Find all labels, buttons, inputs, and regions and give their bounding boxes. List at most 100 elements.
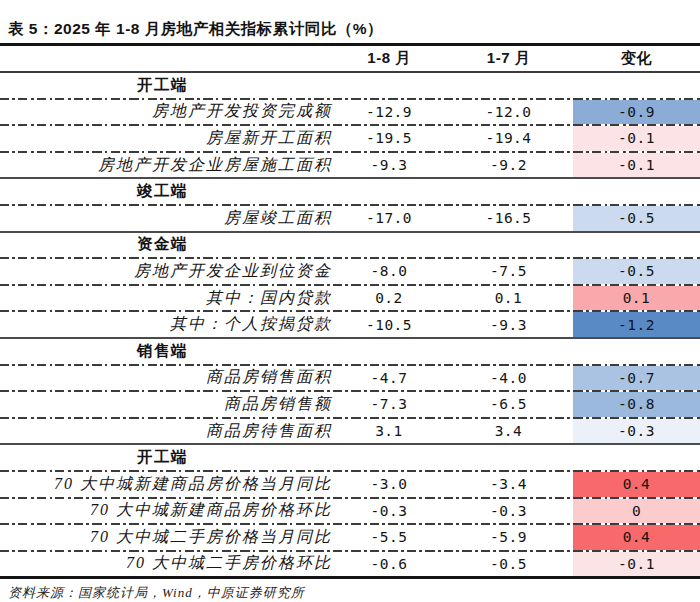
row-label: 商品房销售额 [0, 394, 334, 415]
table-row: 商品房销售额-7.3-6.5 -0.8 [0, 392, 700, 417]
table-row: 商品房待售面积3.13.4 -0.3 [0, 419, 700, 444]
section-label: 资金端 [0, 234, 188, 255]
value-jul: -6.5 [444, 396, 573, 412]
value-jul: -7.5 [444, 263, 573, 279]
row-label: 70 大中城新建商品房价格当月同比 [0, 474, 334, 495]
table-row: 其中：个人按揭贷款-10.5-9.3 -1.2 [0, 312, 700, 337]
table-header-row: 1-8 月 1-7 月 变化 [0, 46, 700, 72]
header-col-change: 变化 [573, 49, 700, 68]
table-body: 开工端房地产开发投资完成额-12.9-12.0-0.9房屋新开工面积-19.5-… [0, 73, 700, 579]
table-row: 70 大中城新建商品房价格环比-0.3-0.30 [0, 499, 700, 524]
value-jul: -0.3 [444, 503, 573, 519]
row-label: 房屋竣工面积 [0, 208, 334, 229]
change-cell: 0.4 [573, 472, 700, 497]
change-value: 0.1 [623, 290, 651, 306]
section-header-row: 竣工端 [0, 179, 700, 204]
section-label: 开工端 [0, 75, 188, 96]
change-cell: 0.1 [573, 286, 700, 311]
change-cell: -0.7 [573, 366, 700, 391]
change-cell: -0.9 [573, 100, 700, 125]
table-row: 房屋新开工面积-19.5-19.4 -0.1 [0, 126, 700, 151]
value-jul: 3.4 [444, 423, 573, 439]
table-row: 70 大中城二手房价格环比-0.6-0.5 -0.1 [0, 552, 700, 577]
row-label: 房屋新开工面积 [0, 128, 334, 149]
section-label: 销售端 [0, 341, 188, 362]
value-aug: -0.3 [334, 503, 444, 519]
value-jul: -19.4 [444, 130, 573, 146]
value-jul: -9.3 [444, 317, 573, 333]
change-cell: -1.2 [573, 312, 700, 337]
change-value: -0.1 [618, 130, 655, 146]
row-label: 商品房待售面积 [0, 421, 334, 442]
row-label: 商品房销售面积 [0, 367, 334, 388]
change-value: 0 [632, 503, 641, 519]
value-jul: -16.5 [444, 210, 573, 226]
value-aug: -4.7 [334, 370, 444, 386]
change-value: -0.1 [618, 556, 655, 572]
value-aug: -8.0 [334, 263, 444, 279]
table-title: 表 5：2025 年 1-8 月房地产相关指标累计同比（%） [0, 0, 700, 39]
row-label: 70 大中城二手房价格当月同比 [0, 527, 334, 548]
value-aug: -9.3 [334, 157, 444, 173]
change-value: -0.9 [618, 104, 655, 120]
value-aug: 0.2 [334, 290, 444, 306]
row-label: 其中：国内贷款 [0, 288, 334, 309]
row-label: 70 大中城新建商品房价格环比 [0, 500, 334, 521]
change-value: 0.4 [623, 529, 651, 545]
table-row: 房地产开发投资完成额-12.9-12.0 -0.9 [0, 100, 700, 125]
section-label: 开工端 [0, 447, 188, 468]
section-header-row: 开工端 [0, 73, 700, 98]
value-jul: -5.9 [444, 529, 573, 545]
change-value: -0.1 [618, 157, 655, 173]
row-label: 其中：个人按揭贷款 [0, 314, 334, 335]
change-cell: -0.1 [573, 126, 700, 151]
change-cell: -0.1 [573, 552, 700, 577]
value-jul: -0.5 [444, 556, 573, 572]
report-table-page: 表 5：2025 年 1-8 月房地产相关指标累计同比（%） 1-8 月 1-7… [0, 0, 700, 602]
change-cell: -0.5 [573, 206, 700, 231]
section-header-row: 资金端 [0, 233, 700, 258]
value-jul: -4.0 [444, 370, 573, 386]
change-value: -0.8 [618, 396, 655, 412]
source-note: 资料来源：国家统计局，Wind，中原证券研究所 [8, 584, 700, 602]
table-row: 房地产开发企业到位资金-8.0-7.5 -0.5 [0, 259, 700, 284]
change-cell: 0.4 [573, 525, 700, 550]
value-jul: -12.0 [444, 104, 573, 120]
table-row: 房屋竣工面积-17.0-16.5 -0.5 [0, 206, 700, 231]
bottom-rule [0, 576, 700, 579]
change-cell: -0.3 [573, 419, 700, 444]
change-value: -0.5 [618, 263, 655, 279]
value-aug: -10.5 [334, 317, 444, 333]
change-value: -0.3 [618, 423, 655, 439]
row-label: 房地产开发投资完成额 [0, 101, 334, 122]
change-cell: -0.5 [573, 259, 700, 284]
change-value: -1.2 [618, 317, 655, 333]
change-cell: 0 [573, 499, 700, 524]
header-col-aug: 1-8 月 [334, 49, 444, 68]
section-header-row: 开工端 [0, 445, 700, 470]
value-aug: -3.0 [334, 476, 444, 492]
table-row: 70 大中城二手房价格当月同比-5.5-5.9 0.4 [0, 525, 700, 550]
table-row: 商品房销售面积-4.7-4.0 -0.7 [0, 366, 700, 391]
section-label: 竣工端 [0, 181, 188, 202]
table-row: 其中：国内贷款0.20.10.1 [0, 286, 700, 311]
value-aug: -0.6 [334, 556, 444, 572]
value-jul: 0.1 [444, 290, 573, 306]
table-row: 70 大中城新建商品房价格当月同比-3.0-3.4 0.4 [0, 472, 700, 497]
table-row: 房地产开发企业房屋施工面积-9.3-9.2-0.1 [0, 153, 700, 178]
value-aug: -17.0 [334, 210, 444, 226]
value-aug: -12.9 [334, 104, 444, 120]
row-label: 70 大中城二手房价格环比 [0, 553, 334, 574]
change-value: 0.4 [623, 476, 651, 492]
header-col-jul: 1-7 月 [444, 49, 573, 68]
value-jul: -3.4 [444, 476, 573, 492]
change-value: -0.5 [618, 210, 655, 226]
change-cell: -0.8 [573, 392, 700, 417]
change-value: -0.7 [618, 370, 655, 386]
change-cell: -0.1 [573, 153, 700, 178]
value-aug: 3.1 [334, 423, 444, 439]
row-label: 房地产开发企业到位资金 [0, 261, 334, 282]
value-aug: -5.5 [334, 529, 444, 545]
value-aug: -7.3 [334, 396, 444, 412]
value-aug: -19.5 [334, 130, 444, 146]
